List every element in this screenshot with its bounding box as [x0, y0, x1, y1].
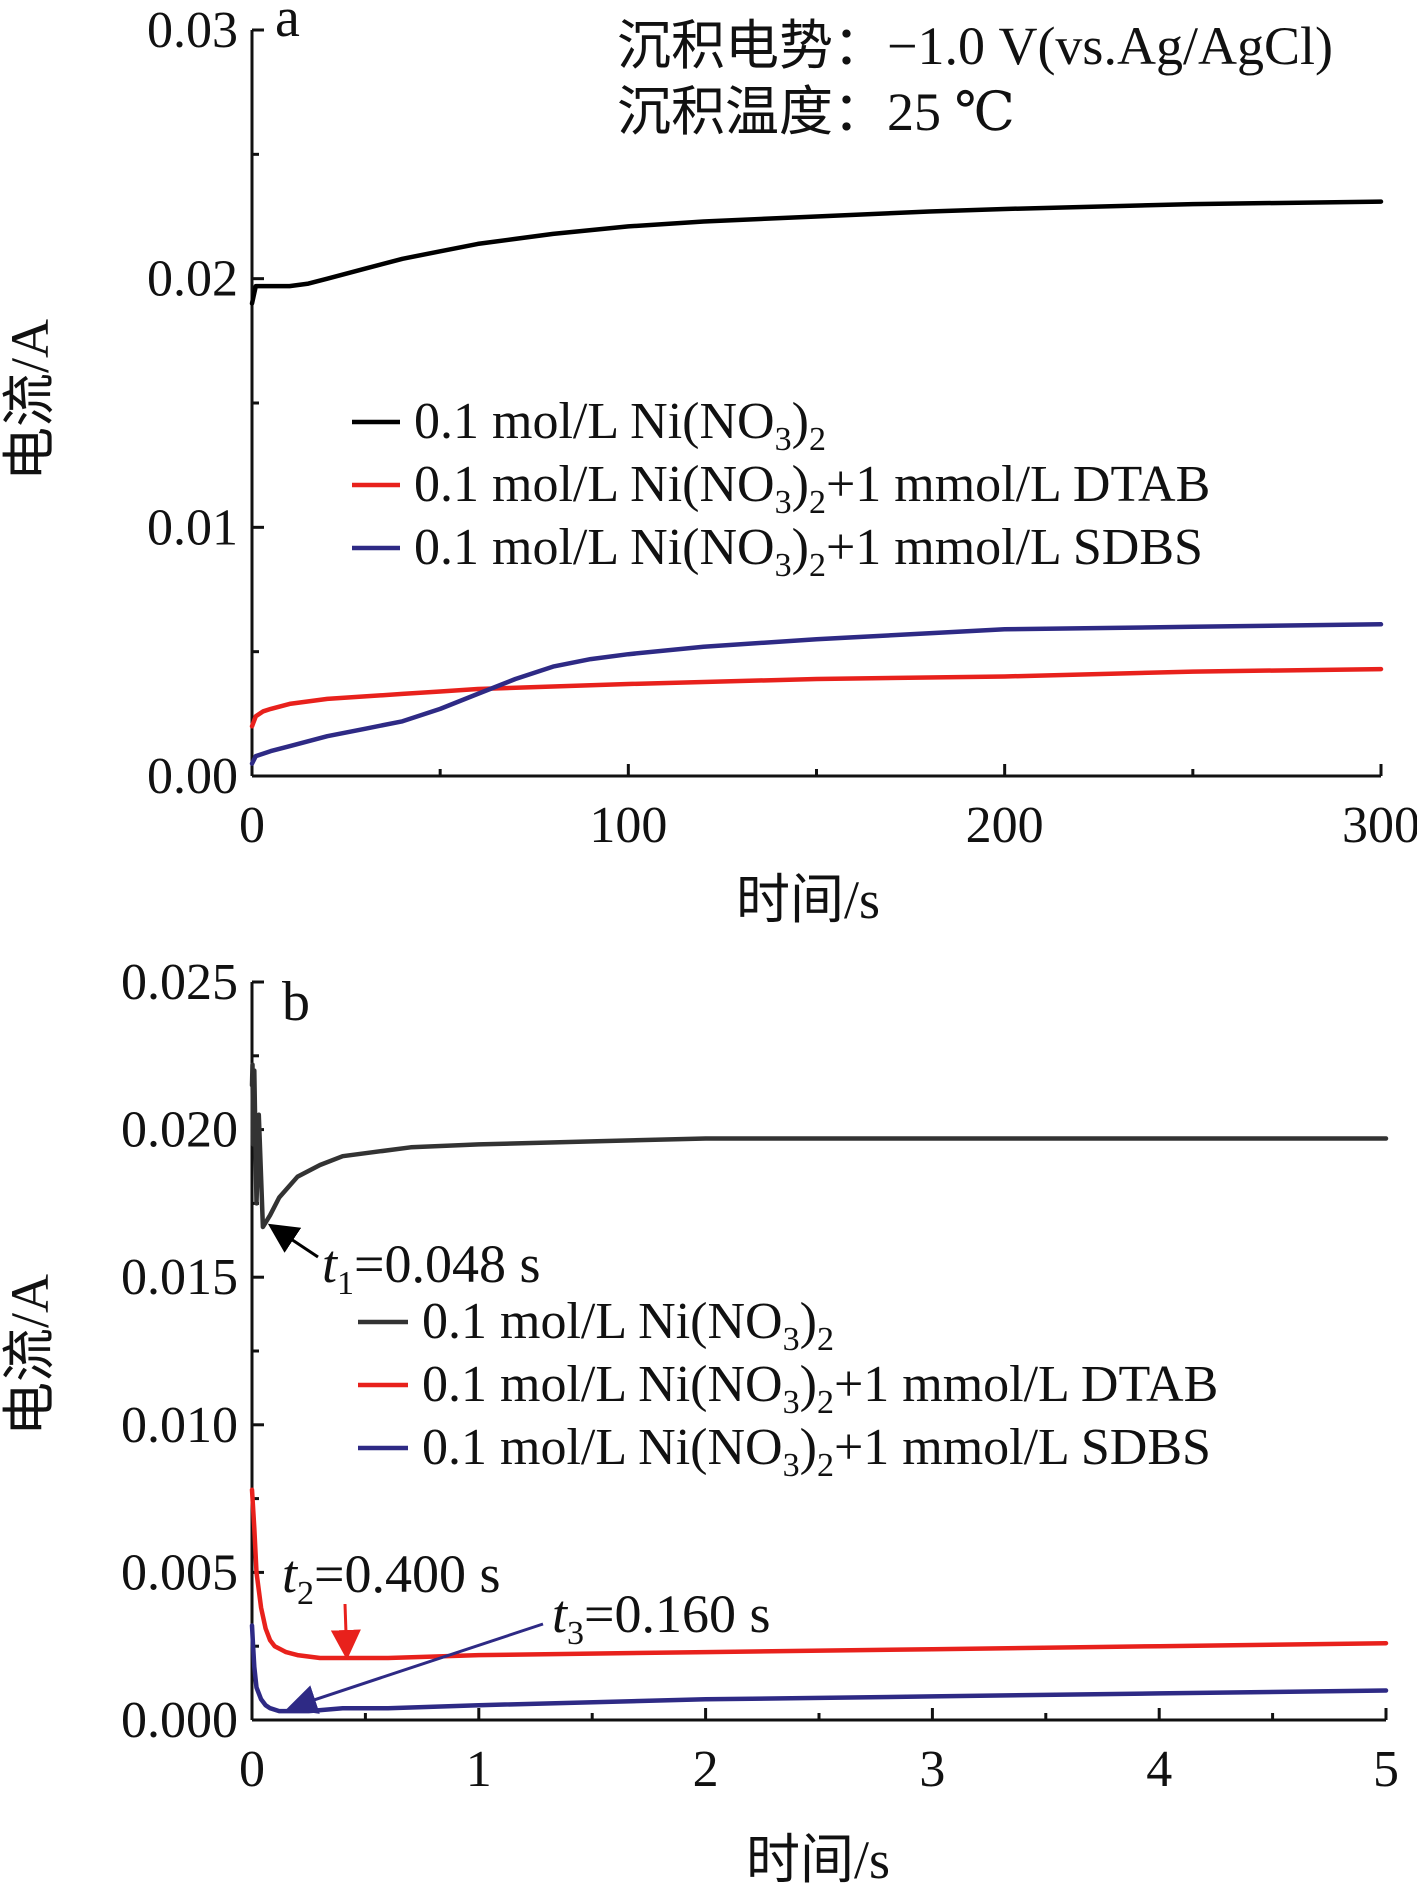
- panel-b: 0 1 2 3 4 5 0.000 0.005 0.010 0.015 0.020 0.025 b 时…: [0, 954, 1399, 1890]
- x-tick-label: 100: [589, 797, 667, 854]
- x-tick-label: 0: [239, 1741, 265, 1798]
- y-tick-label: 0.010: [121, 1397, 238, 1454]
- y-tick-label: 0.00: [147, 748, 238, 805]
- panel-a-legend: 0.1 mol/L Ni(NO3)20.1 mol/L Ni(NO3)2+1 m…: [352, 393, 1210, 584]
- callout-label-2: t2=0.400 s: [282, 1544, 500, 1612]
- legend-entry-1: 0.1 mol/L Ni(NO3)2: [414, 393, 826, 458]
- panel-a-annotation-potential: 沉积电势：−1.0 V(vs.Ag/AgCl): [617, 16, 1333, 76]
- panel-b-legend: 0.1 mol/L Ni(NO3)20.1 mol/L Ni(NO3)2+1 m…: [358, 1293, 1218, 1484]
- x-tick-label: 0: [239, 797, 265, 854]
- x-tick-label: 1: [466, 1741, 492, 1798]
- y-tick-label: 0.015: [121, 1249, 238, 1306]
- series-line-1: [249, 1062, 1389, 1230]
- x-tick-label: 3: [919, 1741, 945, 1798]
- callout-arrow-3: [286, 1622, 544, 1714]
- x-tick-label: 200: [966, 797, 1044, 854]
- series-line-3: [249, 1623, 1389, 1714]
- x-tick-label: 2: [693, 1741, 719, 1798]
- panel-a-x-axis-label: 时间/s: [736, 870, 880, 930]
- callout-label-1: t1=0.048 s: [322, 1234, 540, 1302]
- x-tick-label: 4: [1146, 1741, 1172, 1798]
- panel-a-series: [249, 199, 1384, 766]
- callout-arrow-2: [330, 1603, 361, 1661]
- legend-entry-2: 0.1 mol/L Ni(NO3)2+1 mmol/L DTAB: [414, 456, 1210, 521]
- series-line-2: [249, 666, 1384, 729]
- panel-a-ticks: 0 100 200 300 0.00 0.01 0.02 0.03: [147, 2, 1417, 854]
- x-tick-label: 5: [1373, 1741, 1399, 1798]
- legend-entry-1: 0.1 mol/L Ni(NO3)2: [422, 1293, 834, 1358]
- legend-entry-2: 0.1 mol/L Ni(NO3)2+1 mmol/L DTAB: [422, 1356, 1218, 1421]
- series-line-1: [249, 199, 1384, 306]
- panel-a-y-axis-label: 电流/A: [0, 319, 60, 481]
- panel-b-callouts: t1=0.048 s t2=0.400 s t3=0.160 s: [267, 1223, 770, 1714]
- panel-a-annotation-temperature: 沉积温度：25 ℃: [617, 82, 1015, 142]
- y-tick-label: 0.005: [121, 1544, 238, 1601]
- x-tick-label: 300: [1342, 797, 1417, 854]
- panel-a-label: a: [275, 0, 300, 49]
- callout-label-3: t3=0.160 s: [552, 1584, 770, 1652]
- series-line-2: [249, 1487, 1389, 1661]
- y-tick-label: 0.000: [121, 1692, 238, 1749]
- y-tick-label: 0.03: [147, 2, 238, 59]
- callout-arrow-1: [267, 1223, 319, 1259]
- series-line-3: [249, 622, 1384, 766]
- panel-b-x-axis-label: 时间/s: [746, 1830, 890, 1890]
- panel-a: 0 100 200 300 0.00 0.01 0.02 0.03 a 沉积电势：−1.0 V…: [0, 0, 1417, 930]
- panel-b-y-axis-label: 电流/A: [0, 1274, 60, 1436]
- y-tick-label: 0.020: [121, 1102, 238, 1159]
- panel-b-label: b: [282, 971, 310, 1033]
- panel-b-ticks: 0 1 2 3 4 5 0.000 0.005 0.010 0.015 0.020 0.025: [121, 954, 1399, 1798]
- legend-entry-3: 0.1 mol/L Ni(NO3)2+1 mmol/L SDBS: [414, 519, 1203, 584]
- y-tick-label: 0.025: [121, 954, 238, 1011]
- legend-entry-3: 0.1 mol/L Ni(NO3)2+1 mmol/L SDBS: [422, 1419, 1211, 1484]
- y-tick-label: 0.01: [147, 499, 238, 556]
- y-tick-label: 0.02: [147, 251, 238, 308]
